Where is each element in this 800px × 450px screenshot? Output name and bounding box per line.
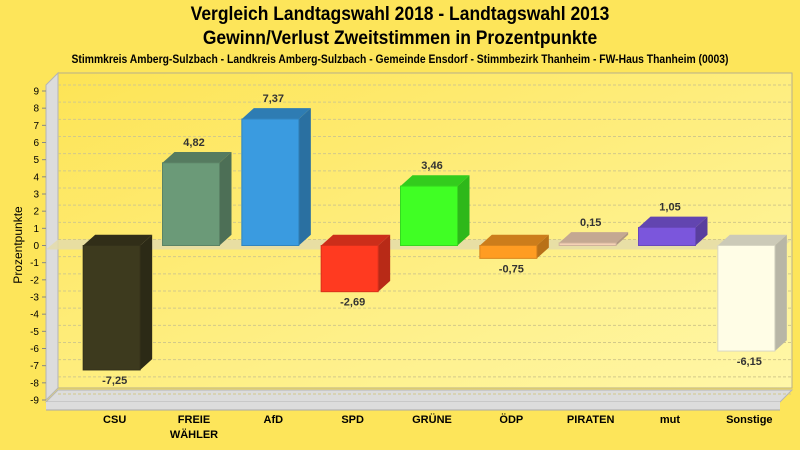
bar-front bbox=[82, 245, 141, 371]
y-tick-label: 9 bbox=[33, 87, 39, 98]
bar-afd bbox=[241, 108, 311, 246]
plot-floor bbox=[44, 389, 794, 403]
bar-side bbox=[219, 151, 232, 246]
bar-top bbox=[638, 216, 708, 228]
bar-top bbox=[321, 234, 391, 246]
bar-front bbox=[638, 226, 696, 247]
bar-spd bbox=[320, 234, 391, 293]
data-label: 1,05 bbox=[659, 201, 680, 213]
y-tick-label: 8 bbox=[33, 104, 39, 115]
bar-side bbox=[140, 234, 153, 370]
bar-ödp bbox=[479, 234, 549, 259]
bar-freie-wähler bbox=[162, 151, 232, 246]
y-tick-label: -4 bbox=[30, 310, 39, 321]
data-label: -2,69 bbox=[340, 297, 365, 309]
bar-top bbox=[559, 232, 629, 243]
y-tick-label: 7 bbox=[33, 121, 39, 132]
y-tick-label: 4 bbox=[33, 172, 39, 183]
x-tick-label: Sonstige bbox=[726, 414, 772, 426]
y-tick-label: 3 bbox=[33, 190, 39, 201]
y-tick-label: 6 bbox=[33, 138, 39, 149]
y-tick-label: -8 bbox=[30, 378, 39, 389]
bar-top bbox=[162, 151, 232, 163]
bar-piraten bbox=[558, 232, 629, 247]
y-axis-label: Prozentpunkte bbox=[11, 206, 25, 284]
y-tick-label: -5 bbox=[30, 327, 39, 338]
x-tick-label: WÄHLER bbox=[170, 428, 218, 441]
y-tick-label: -2 bbox=[30, 275, 39, 286]
y-tick-label: 5 bbox=[33, 155, 39, 166]
y-tick-label: 0 bbox=[33, 241, 39, 252]
x-tick-label: PIRATEN bbox=[567, 414, 615, 426]
bar-top bbox=[241, 108, 311, 119]
bar-front bbox=[558, 242, 617, 247]
bar-side bbox=[457, 175, 470, 246]
chart-title: Vergleich Landtagswahl 2018 - Landtagswa… bbox=[190, 4, 610, 25]
bar-mut bbox=[638, 216, 708, 247]
data-label: 7,37 bbox=[263, 93, 284, 105]
y-tick-label: -9 bbox=[30, 396, 39, 407]
x-tick-label: GRÜNE bbox=[412, 413, 452, 426]
bar-top bbox=[400, 175, 470, 187]
data-label: 3,46 bbox=[421, 160, 442, 172]
data-label: 0,15 bbox=[580, 217, 601, 229]
bar-side bbox=[695, 216, 708, 246]
bar-top bbox=[717, 234, 787, 246]
data-label: -7,25 bbox=[102, 375, 127, 387]
bar-side bbox=[298, 108, 311, 246]
bar-front bbox=[162, 162, 220, 246]
y-tick-label: 2 bbox=[33, 207, 39, 218]
y-tick-label: -1 bbox=[30, 258, 39, 269]
bar-front bbox=[320, 245, 379, 293]
bar-top bbox=[83, 234, 153, 246]
x-tick-label: SPD bbox=[341, 414, 364, 426]
plot-floor-edge bbox=[46, 402, 780, 410]
chart-caption: Stimmkreis Amberg-Sulzbach - Landkreis A… bbox=[71, 54, 729, 66]
bar-csu bbox=[82, 234, 153, 371]
bar-front bbox=[479, 245, 538, 259]
plot-left-wall bbox=[45, 71, 59, 402]
chart-subtitle: Gewinn/Verlust Zweitstimmen in Prozentpu… bbox=[202, 28, 598, 49]
data-label: 4,82 bbox=[183, 137, 204, 149]
bar-grüne bbox=[400, 175, 470, 246]
bar-front bbox=[400, 185, 458, 246]
y-tick-label: -3 bbox=[30, 293, 39, 304]
bar-side bbox=[616, 232, 629, 246]
data-label: -0,75 bbox=[499, 263, 524, 275]
x-tick-label: ÖDP bbox=[499, 413, 523, 426]
y-tick-label: -7 bbox=[30, 361, 39, 372]
bar-front bbox=[717, 245, 776, 352]
x-tick-label: CSU bbox=[103, 414, 126, 426]
bar-top bbox=[479, 234, 549, 246]
bar-sonstige bbox=[717, 234, 787, 352]
data-label: -6,15 bbox=[737, 356, 762, 368]
y-tick-label: 1 bbox=[33, 224, 39, 235]
y-tick-label: -6 bbox=[30, 344, 39, 355]
bar-side bbox=[536, 234, 549, 259]
bar-front bbox=[241, 118, 300, 246]
x-tick-label: mut bbox=[660, 414, 681, 426]
bar-side bbox=[774, 234, 787, 352]
x-tick-label: FREIE bbox=[178, 414, 210, 426]
bar-side bbox=[378, 234, 391, 292]
x-tick-label: AfD bbox=[264, 414, 284, 426]
